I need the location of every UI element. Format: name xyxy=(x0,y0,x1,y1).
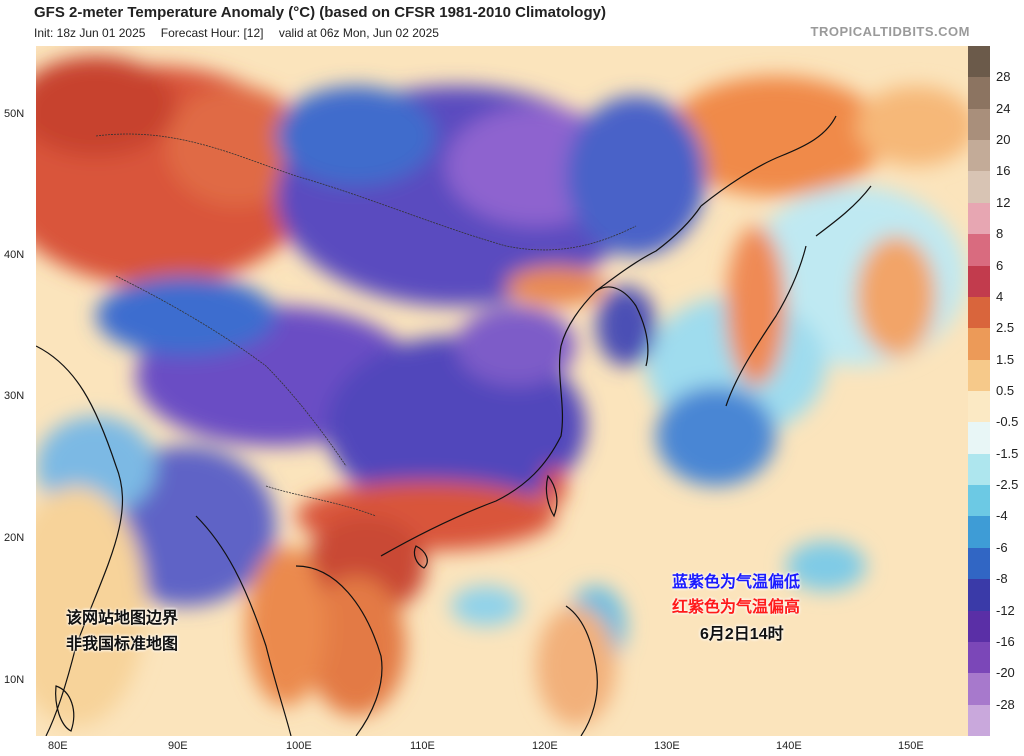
colorbar-label: 20 xyxy=(996,132,1011,148)
map-subtitle: Init: 18z Jun 01 2025 Forecast Hour: [12… xyxy=(34,26,451,40)
colorbar-segment xyxy=(968,673,990,706)
lat-label-10n: 10N xyxy=(4,674,25,686)
colorbar-label: 2.5 xyxy=(996,320,1015,336)
colorbar-label: -20 xyxy=(996,665,1015,681)
colorbar-label: -8 xyxy=(996,571,1008,587)
colorbar-label: -0.5 xyxy=(996,414,1019,430)
colorbar-label: 1.5 xyxy=(996,351,1015,367)
colorbar-label: -6 xyxy=(996,539,1008,555)
map-title: GFS 2-meter Temperature Anomaly (°C) (ba… xyxy=(34,4,606,21)
colorbar xyxy=(968,46,990,737)
coastlines xyxy=(36,115,872,736)
lon-label-140e: 140E xyxy=(776,740,802,752)
lon-label-120e: 120E xyxy=(532,740,558,752)
colorbar-segment xyxy=(968,516,990,549)
lon-label-150e: 150E xyxy=(898,740,924,752)
colorbar-label: -2.5 xyxy=(996,477,1019,493)
colorbar-segment xyxy=(968,234,990,267)
lon-label-110e: 110E xyxy=(410,740,435,752)
lat-label-20n: 20N xyxy=(4,532,25,544)
anomaly-map xyxy=(36,46,968,736)
colorbar-label: -4 xyxy=(996,508,1008,524)
colorbar-label: 16 xyxy=(996,163,1011,179)
colorbar-segment xyxy=(968,328,990,361)
site-brand: TROPICALTIDBITS.COM xyxy=(810,24,970,39)
colorbar-segment xyxy=(968,485,990,517)
lon-label-130e: 130E xyxy=(654,740,680,752)
colorbar-segment xyxy=(968,391,990,423)
red-note: 红紫色为气温偏高 xyxy=(672,599,801,616)
colorbar-segment xyxy=(968,77,990,110)
colorbar-label: -12 xyxy=(996,602,1015,618)
colorbar-segment xyxy=(968,579,990,612)
colorbar-segment xyxy=(968,140,990,172)
colorbar-label: 4 xyxy=(996,288,1004,304)
colorbar-label: -1.5 xyxy=(996,445,1019,461)
colorbar-label: 0.5 xyxy=(996,383,1015,398)
colorbar-segment xyxy=(968,641,990,674)
blue-note: 蓝紫色为气温偏低 xyxy=(672,574,801,591)
colorbar-label: 24 xyxy=(996,100,1011,116)
init-time: Init: 18z Jun 01 2025 xyxy=(34,26,146,40)
colorbar-label: 28 xyxy=(996,69,1011,85)
map-canvas xyxy=(36,46,968,736)
lon-label-90e: 90E xyxy=(168,740,188,752)
disclaimer-line1: 该网站地图边界 xyxy=(66,610,179,627)
colorbar-segment xyxy=(968,265,990,298)
anomaly-field xyxy=(36,56,968,726)
colorbar-segment xyxy=(968,422,990,455)
colorbar-segment xyxy=(968,610,990,643)
forecast-hour: Forecast Hour: [12] xyxy=(160,26,264,40)
lat-label-40n: 40N xyxy=(4,249,25,261)
colorbar-label: 8 xyxy=(996,226,1004,242)
colorbar-segment xyxy=(968,704,990,737)
lon-label-80e: 80E xyxy=(48,740,68,752)
colorbar-label: 12 xyxy=(996,194,1011,210)
lon-label-100e: 100E xyxy=(286,740,312,752)
colorbar-label: -16 xyxy=(996,633,1015,649)
colorbar-segment xyxy=(968,202,990,235)
colorbar-segment xyxy=(968,46,990,78)
disclaimer-line2: 非我国标准地图 xyxy=(66,636,179,653)
lat-label-30n: 30N xyxy=(4,390,25,402)
colorbar-segment xyxy=(968,547,990,580)
colorbar-segment xyxy=(968,359,990,392)
time-note: 6月2日14时 xyxy=(700,626,784,643)
colorbar-label: -28 xyxy=(996,696,1015,712)
colorbar-segment xyxy=(968,296,990,329)
lat-label-50n: 50N xyxy=(4,108,25,120)
colorbar-segment xyxy=(968,108,990,141)
country-borders xyxy=(95,133,637,517)
colorbar-label: 6 xyxy=(996,257,1004,273)
colorbar-segment xyxy=(968,171,990,204)
valid-time: valid at 06z Mon, Jun 02 2025 xyxy=(278,26,439,40)
colorbar-segment xyxy=(968,453,990,486)
